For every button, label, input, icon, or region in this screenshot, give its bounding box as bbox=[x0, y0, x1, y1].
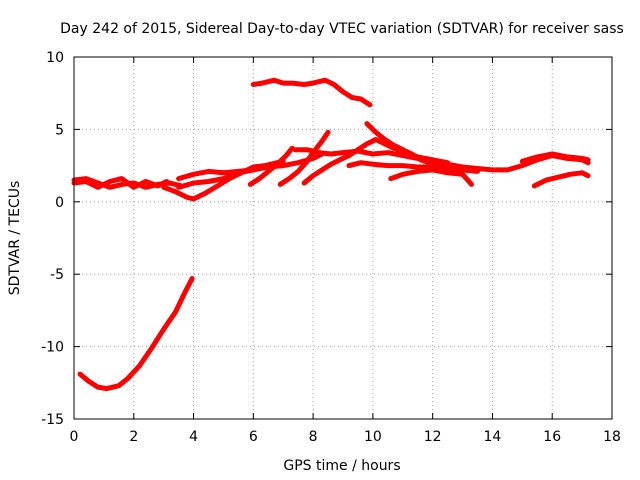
y-tick-label: -5 bbox=[50, 267, 64, 283]
y-tick-label: -10 bbox=[41, 340, 64, 356]
y-axis-label: SDTVAR / TECUs bbox=[7, 181, 23, 296]
y-tick-label: 5 bbox=[55, 122, 64, 138]
series-arc-high-8 bbox=[250, 77, 373, 108]
series-arc-15.5-to-17 bbox=[531, 170, 591, 189]
series-arc-10.5-to-12 bbox=[388, 167, 474, 187]
series-arc-15-to-17-upper bbox=[519, 151, 591, 164]
x-tick-label: 14 bbox=[484, 429, 502, 445]
x-tick-label: 10 bbox=[364, 429, 382, 445]
y-tick-label: -15 bbox=[41, 412, 64, 428]
x-tick-label: 2 bbox=[129, 429, 138, 445]
x-axis-label: GPS time / hours bbox=[283, 458, 400, 474]
x-tick-label: 4 bbox=[189, 429, 198, 445]
data-series bbox=[71, 77, 591, 392]
chart-title: Day 242 of 2015, Sidereal Day-to-day VTE… bbox=[60, 21, 624, 37]
grid-lines bbox=[74, 57, 612, 419]
series-arc-7-to-8.5-rise bbox=[277, 129, 331, 187]
x-tick-label: 18 bbox=[603, 429, 621, 445]
x-tick-label: 0 bbox=[70, 429, 79, 445]
x-tick-label: 16 bbox=[543, 429, 561, 445]
plot-border bbox=[73, 56, 613, 420]
series-arc-left-band-b bbox=[71, 176, 170, 190]
series-arc-6-to-7-rise bbox=[247, 145, 295, 187]
x-tick-label: 12 bbox=[424, 429, 442, 445]
x-tick-label: 6 bbox=[249, 429, 258, 445]
y-tick-label: 10 bbox=[46, 50, 64, 66]
series-arc-3.5-to-7 bbox=[176, 151, 325, 190]
series-arc-9-to-13 bbox=[346, 160, 466, 174]
series-arc-low-left bbox=[77, 276, 195, 392]
tick-labels: 0 2 4 6 8 10 12 14 16 18 -15 -10 -5 0 5 10 bbox=[41, 50, 621, 445]
y-tick-label: 0 bbox=[55, 195, 64, 211]
x-tick-label: 8 bbox=[309, 429, 318, 445]
